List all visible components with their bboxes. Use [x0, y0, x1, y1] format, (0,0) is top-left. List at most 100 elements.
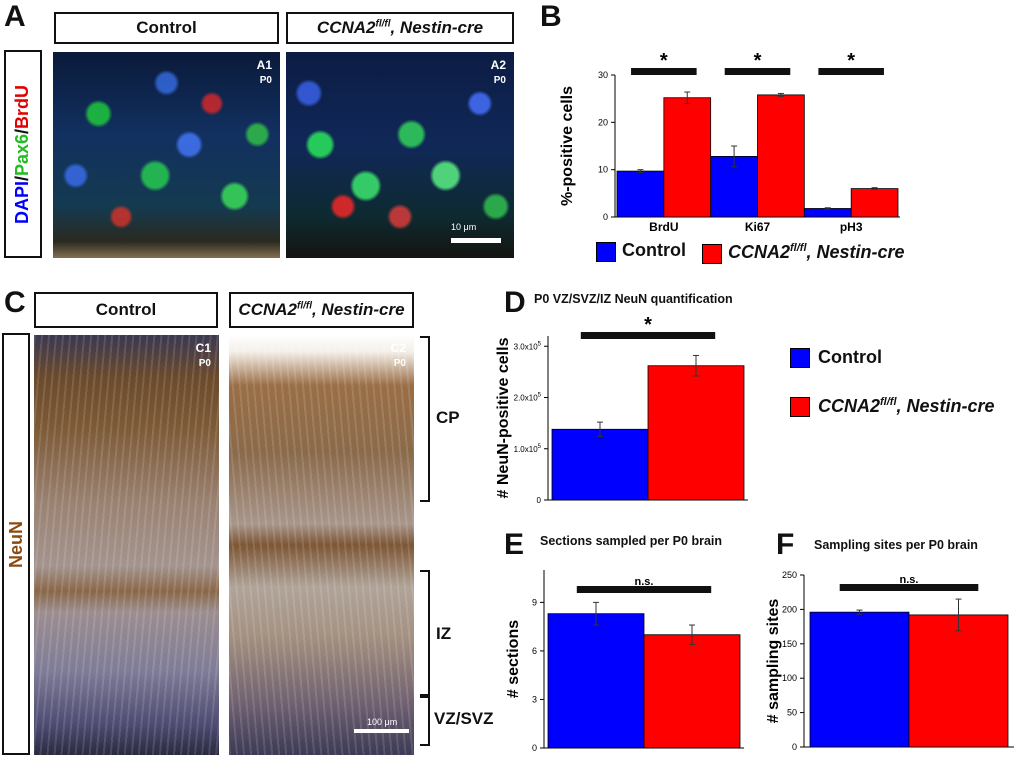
scale-bar-a: [451, 238, 501, 243]
legend-swatch-mutant-d: [790, 397, 810, 417]
y-tick-label: 20: [598, 117, 608, 127]
layer-bracket-cp: [420, 336, 430, 502]
y-tick-exponent: 5: [538, 444, 542, 450]
chart-d: 0 1.0x105 2.0x105 3.0x105# NeuN-positive ce…: [495, 314, 748, 505]
significance-bar: [839, 584, 979, 591]
y-tick-label: 9: [532, 597, 537, 607]
bar-control: [547, 613, 645, 749]
y-tick-label: 10: [598, 165, 608, 175]
panel-a-stain-label: DAPI/Pax6/BrdU: [4, 50, 42, 258]
panel-letter-b: B: [540, 0, 562, 33]
bar-mutant: [757, 94, 805, 218]
y-tick-label: 50: [787, 708, 797, 718]
micrograph-c2: C2 P0 100 μm: [229, 335, 414, 755]
layer-label-cp: CP: [436, 408, 460, 427]
panel-letter-a: A: [4, 0, 26, 33]
legend-swatch-control-d: [790, 348, 810, 368]
significance-bar: [631, 68, 697, 75]
y-tick-label: 0: [603, 212, 608, 222]
chart-b: 0 10 20 30 %-positive cells BrdU * Ki67 * pH3 *: [559, 50, 900, 234]
micrograph-a2: A2 P0 10 μm: [286, 52, 514, 258]
y-tick-label: 6: [532, 646, 537, 656]
bar-control: [551, 428, 649, 501]
bar-control: [803, 208, 852, 218]
legend-label-mutant: CCNA2fl/fl, Nestin-cre: [728, 242, 905, 262]
significance-label: n.s.: [900, 574, 919, 586]
y-tick-label: 200: [782, 604, 797, 614]
y-axis-label: # sections: [505, 620, 522, 698]
micrograph-c1: C1 P0: [34, 335, 219, 755]
significance-bar: [818, 68, 884, 75]
header-mutant-a: CCNA2fl/fl, Nestin-cre: [286, 12, 514, 44]
chart-title-e: Sections sampled per P0 brain: [540, 534, 723, 548]
significance-label: *: [644, 314, 652, 336]
significance-label: n.s.: [635, 576, 654, 588]
header-control-c: Control: [34, 292, 218, 328]
y-tick-label: 100: [782, 673, 797, 683]
y-tick-label: 0: [792, 742, 797, 752]
header-control-a: Control: [54, 12, 279, 44]
y-tick-label: 3.0x105: [514, 341, 542, 351]
bar-control: [616, 170, 665, 218]
legend-label-mutant-d: CCNA2fl/fl, Nestin-cre: [818, 396, 995, 416]
panel-letter-f: F: [776, 528, 795, 561]
panel-letter-d: D: [504, 286, 526, 319]
x-tick-label: pH3: [840, 220, 863, 234]
bar-mutant: [647, 365, 745, 501]
micrograph-label-c1: C1 P0: [195, 341, 211, 369]
significance-bar: [576, 586, 712, 593]
stain-dapi: DAPI: [12, 180, 33, 224]
micrograph-label-a1: A1 P0: [256, 58, 272, 86]
layer-bracket-iz: [420, 570, 430, 696]
panel-letter-c: C: [4, 286, 26, 319]
legend-label-control: Control: [622, 240, 686, 260]
significance-label: *: [754, 50, 762, 72]
stain-pax6: Pax6: [12, 133, 33, 176]
panel-c-stain-label: NeuN: [2, 333, 30, 755]
scale-bar-c: [354, 729, 409, 733]
y-tick-label: 0: [537, 496, 542, 505]
y-tick-label: 2.0x105: [514, 393, 542, 403]
legend-label-control-d: Control: [818, 347, 882, 367]
legend-swatch-control: [596, 242, 616, 262]
chart-f: 0 50 100 150 200 250 # sampling sites n.s.: [765, 570, 1014, 752]
significance-bar: [724, 68, 791, 75]
chart-title-d: P0 VZ/SVZ/IZ NeuN quantification: [534, 292, 733, 306]
bar-mutant: [850, 188, 899, 218]
bar-mutant: [643, 634, 741, 749]
micrograph-label-a2: A2 P0: [490, 58, 506, 86]
layer-label-vz: VZ/SVZ: [434, 709, 494, 728]
y-tick-label: 150: [782, 639, 797, 649]
y-axis-label: %-positive cells: [559, 86, 576, 206]
legend-swatch-mutant: [702, 244, 722, 264]
y-tick-label: 3: [532, 694, 537, 704]
y-tick-exponent: 5: [538, 393, 542, 399]
chart-e: 0 3 6 9 # sections n.s.: [505, 570, 744, 753]
bar-mutant: [663, 97, 712, 218]
stain-brdu: BrdU: [12, 84, 33, 129]
y-tick-label: 30: [598, 70, 608, 80]
y-tick-label: 1.0x105: [514, 444, 542, 454]
y-tick-exponent: 5: [538, 341, 542, 347]
layer-label-iz: IZ: [436, 624, 452, 643]
scale-label-a: 10 μm: [451, 222, 477, 232]
bar-control: [809, 611, 910, 748]
chart-title-f: Sampling sites per P0 brain: [814, 538, 978, 552]
x-tick-label: Ki67: [745, 220, 771, 234]
header-mutant-c: CCNA2fl/fl, Nestin-cre: [229, 292, 414, 328]
panel-letter-e: E: [504, 528, 525, 561]
micrograph-a1: A1 P0: [53, 52, 280, 258]
stain-slash: /: [12, 175, 33, 181]
significance-label: *: [660, 50, 668, 72]
scale-label-c: 100 μm: [367, 717, 398, 727]
significance-bar: [580, 332, 716, 339]
y-tick-label: 0: [532, 743, 537, 753]
y-axis-label: # NeuN-positive cells: [495, 337, 512, 498]
layer-bracket-vz: [420, 696, 430, 746]
significance-label: *: [847, 50, 855, 72]
bar-mutant: [908, 614, 1009, 748]
stain-neun: NeuN: [5, 520, 26, 568]
x-tick-label: BrdU: [649, 220, 678, 234]
stain-slash: /: [12, 128, 33, 134]
y-axis-label: # sampling sites: [765, 599, 782, 724]
